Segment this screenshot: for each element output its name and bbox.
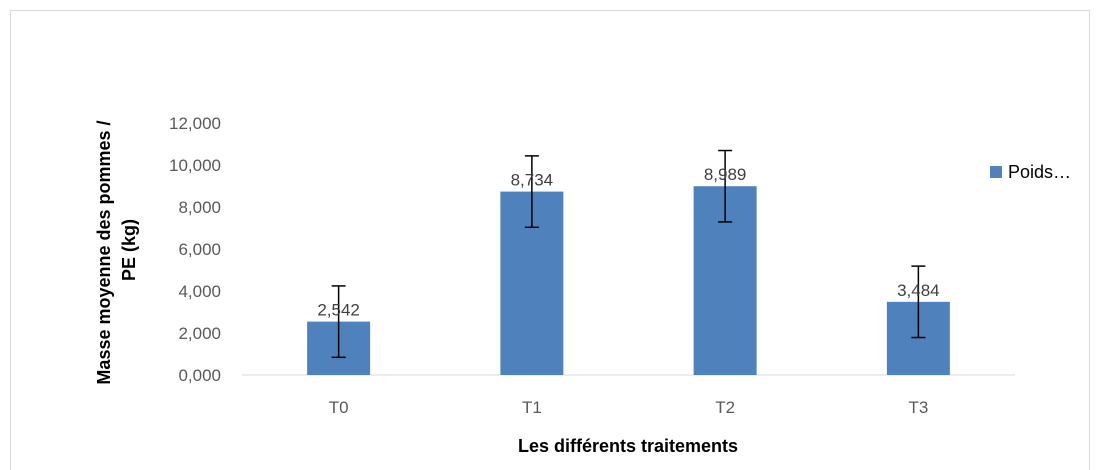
y-axis-title: Masse moyenne des pommes / PE (kg) bbox=[94, 115, 139, 384]
y-axis-ticks: 0,000 2,000 4,000 6,000 8,000 10,000 12,000 bbox=[169, 114, 221, 385]
y-tick-label: 4,000 bbox=[178, 282, 221, 301]
error-bars bbox=[331, 149, 926, 359]
bar-chart: 0,000 2,000 4,000 6,000 8,000 10,000 12,000 2,… bbox=[94, 114, 1071, 456]
x-axis-ticks: T0 T1 T2 T3 bbox=[329, 398, 929, 417]
y-tick-label: 10,000 bbox=[169, 156, 221, 175]
data-label: 8,734 bbox=[511, 171, 554, 190]
y-tick-label: 0,000 bbox=[178, 366, 221, 385]
error-bar bbox=[911, 265, 926, 339]
data-labels: 2,542 8,734 8,989 3,484 bbox=[317, 165, 939, 319]
x-tick-label: T0 bbox=[329, 398, 349, 417]
y-axis-title-line-2: PE (kg) bbox=[119, 219, 139, 281]
error-bar bbox=[524, 155, 539, 229]
legend-label: Poids… bbox=[1008, 162, 1071, 182]
error-bar bbox=[331, 285, 346, 359]
data-label: 2,542 bbox=[317, 301, 360, 320]
x-tick-label: T1 bbox=[522, 398, 542, 417]
y-tick-label: 12,000 bbox=[169, 114, 221, 133]
y-axis-title-line-1: Masse moyenne des pommes / bbox=[94, 120, 114, 384]
bars bbox=[307, 186, 950, 375]
data-label: 3,484 bbox=[897, 281, 940, 300]
y-tick-label: 8,000 bbox=[178, 198, 221, 217]
x-tick-label: T3 bbox=[908, 398, 928, 417]
legend-swatch bbox=[990, 166, 1002, 178]
x-axis-title: Les différents traitements bbox=[518, 436, 738, 456]
x-tick-label: T2 bbox=[715, 398, 735, 417]
y-tick-label: 6,000 bbox=[178, 240, 221, 259]
y-tick-label: 2,000 bbox=[178, 324, 221, 343]
legend: Poids… bbox=[990, 162, 1071, 182]
error-bar bbox=[718, 149, 733, 223]
data-label: 8,989 bbox=[704, 165, 747, 184]
